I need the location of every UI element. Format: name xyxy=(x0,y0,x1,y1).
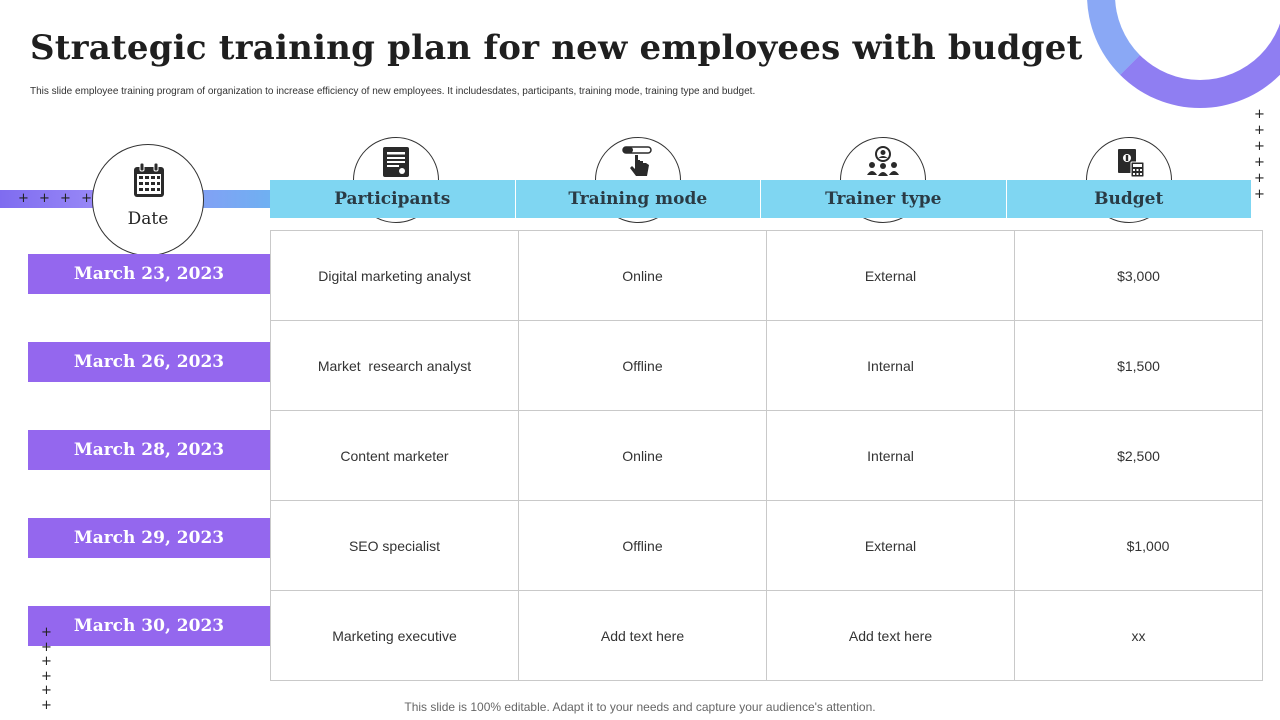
table-row: Content marketer Online Internal $2,500 xyxy=(270,410,1263,501)
date-tag: March 28, 2023 xyxy=(28,430,270,470)
team-icon xyxy=(867,146,899,176)
cell-training-mode: Online xyxy=(518,410,767,501)
cell-trainer-type: Add text here xyxy=(766,590,1015,681)
cell-participants: SEO specialist xyxy=(270,500,519,591)
cell-budget: $1,500 xyxy=(1014,320,1263,411)
date-header-label: Date xyxy=(127,209,169,229)
cell-training-mode: Offline xyxy=(518,500,767,591)
table-row: Digital marketing analyst Online Externa… xyxy=(270,230,1263,321)
column-header-participants: Participants xyxy=(334,189,451,209)
table-row: SEO specialist Offline External $1,000 xyxy=(270,500,1263,591)
page-title: Strategic training plan for new employee… xyxy=(30,28,1083,68)
hand-pointer-icon xyxy=(622,146,652,176)
column-header-budget: Budget xyxy=(1005,180,1252,218)
date-tag: March 26, 2023 xyxy=(28,342,270,382)
date-tag: March 30, 2023 xyxy=(28,606,270,646)
plus-decoration-right: + + + + + + xyxy=(1254,107,1265,202)
cell-trainer-type: Internal xyxy=(766,410,1015,501)
cell-trainer-type: External xyxy=(766,230,1015,321)
cell-budget: xx xyxy=(1014,590,1263,681)
cell-budget: $1,000 xyxy=(1014,500,1263,591)
table-row: Marketing executive Add text here Add te… xyxy=(270,590,1263,681)
footer-note: This slide is 100% editable. Adapt it to… xyxy=(404,700,876,714)
table-row: Market research analyst Offline Internal… xyxy=(270,320,1263,411)
training-plan-table: Digital marketing analyst Online Externa… xyxy=(270,230,1263,681)
finance-icon xyxy=(1118,149,1145,178)
cell-budget: $2,500 xyxy=(1014,410,1263,501)
date-tag: March 23, 2023 xyxy=(28,254,270,294)
page-subtitle: This slide employee training program of … xyxy=(30,86,756,97)
cell-budget: $3,000 xyxy=(1014,230,1263,321)
document-icon xyxy=(383,147,409,177)
decorative-ring xyxy=(1087,0,1280,108)
column-header-trainer-type: Trainer type xyxy=(760,180,1006,218)
cell-participants: Content marketer xyxy=(270,410,519,501)
date-tag: March 29, 2023 xyxy=(28,518,270,558)
cell-participants: Market research analyst xyxy=(270,320,519,411)
calendar-icon xyxy=(134,162,164,197)
cell-participants: Marketing executive xyxy=(270,590,519,681)
plus-decoration-left: + + + + + + xyxy=(41,625,52,713)
cell-trainer-type: Internal xyxy=(766,320,1015,411)
cell-trainer-type: External xyxy=(766,500,1015,591)
cell-training-mode: Online xyxy=(518,230,767,321)
cell-participants: Digital marketing analyst xyxy=(270,230,519,321)
cell-training-mode: Offline xyxy=(518,320,767,411)
date-header-circle: Date xyxy=(92,144,204,256)
column-header-training-mode: Training mode xyxy=(514,180,761,218)
table-header: Participants Training mode Trainer type … xyxy=(270,180,1251,218)
cell-training-mode: Add text here xyxy=(518,590,767,681)
